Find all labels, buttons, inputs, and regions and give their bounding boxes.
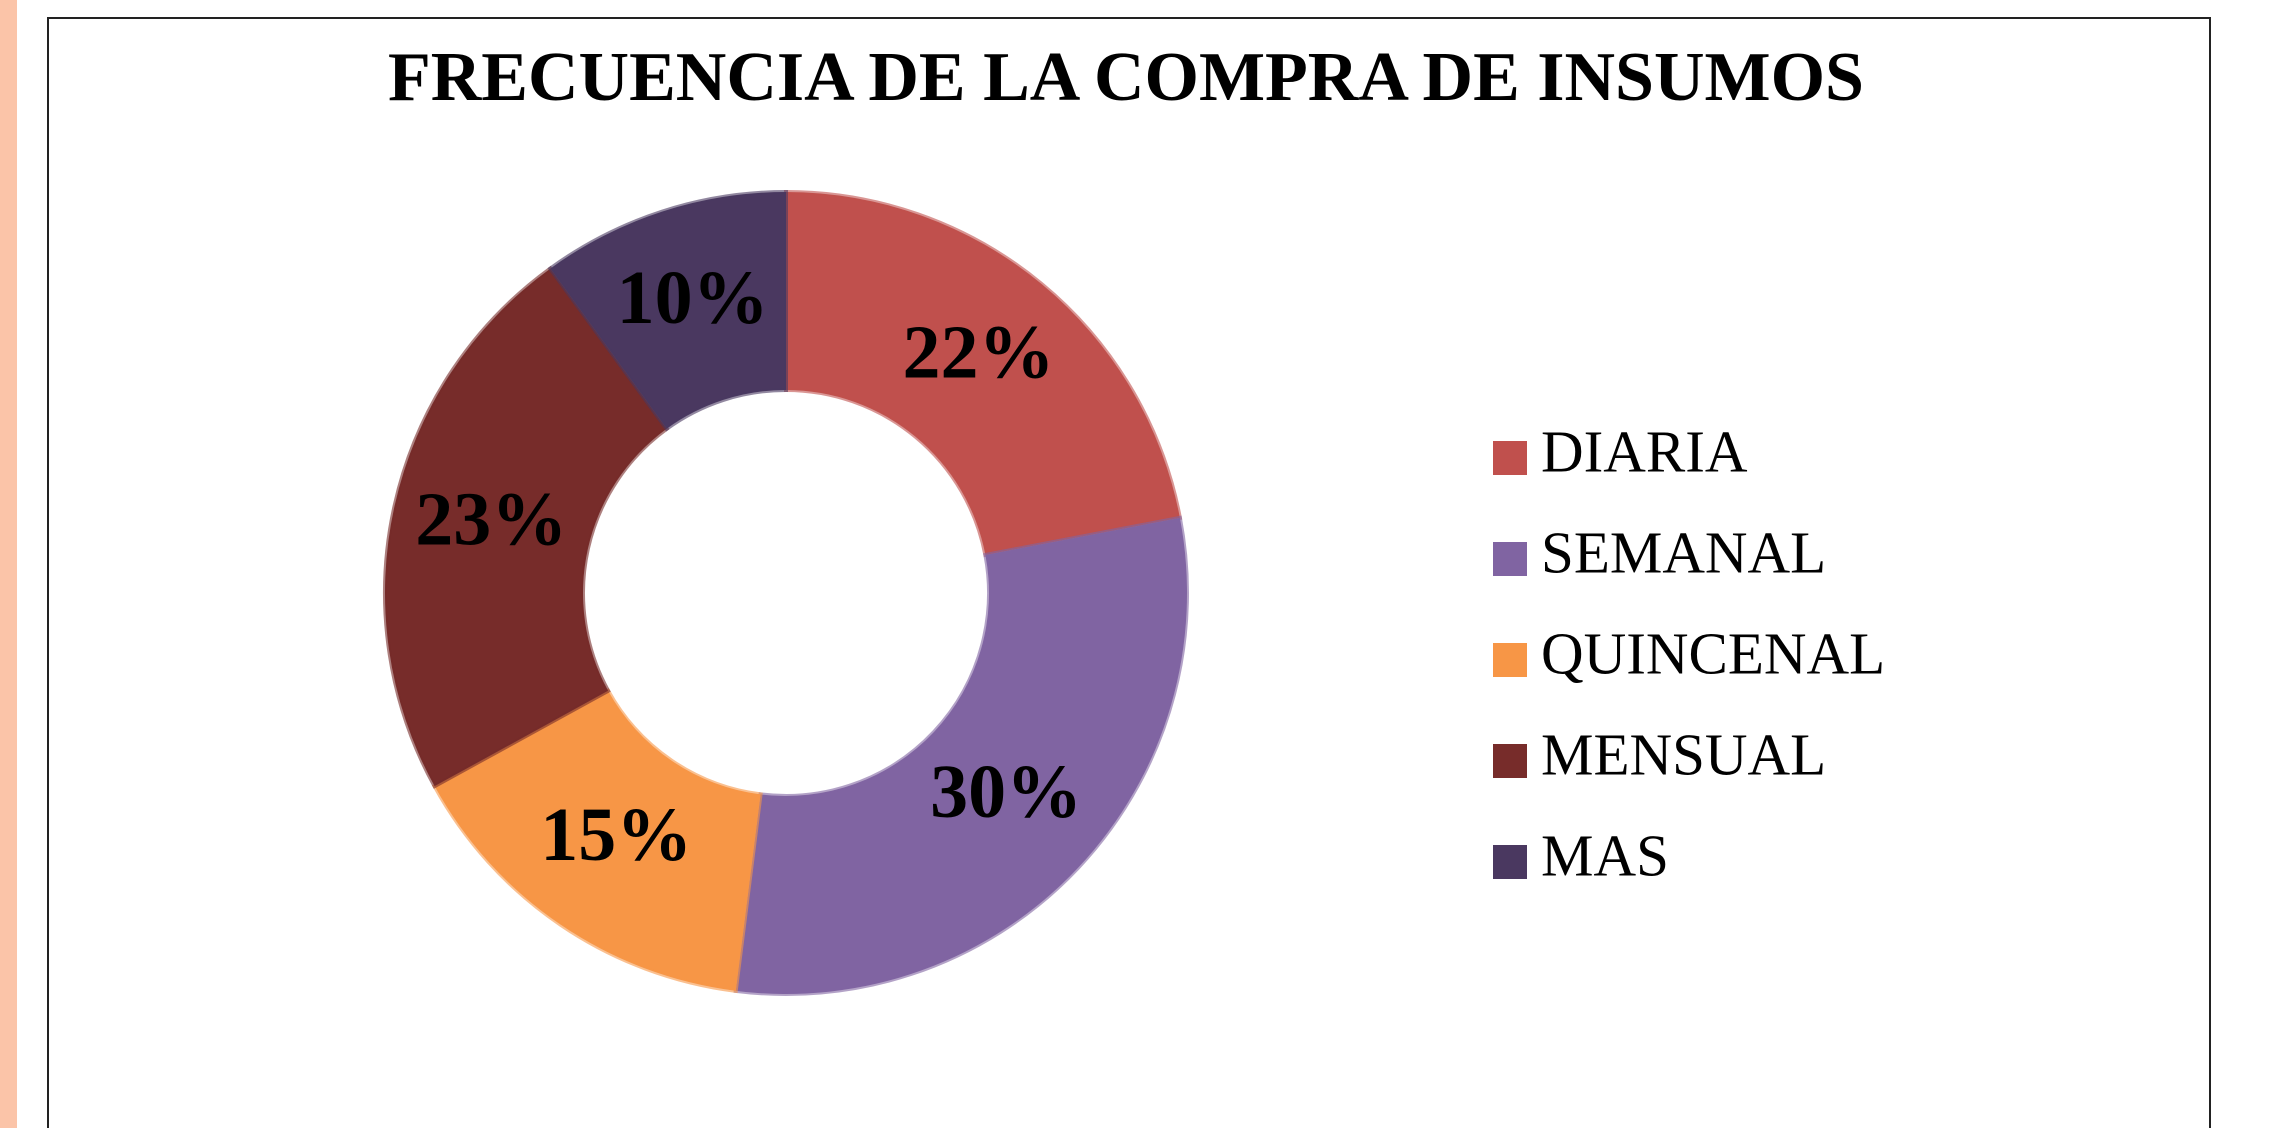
data-label: 22%	[903, 311, 1055, 395]
donut-segment	[784, 189, 1183, 558]
legend-label: SEMANAL	[1541, 520, 1826, 586]
donut-segment	[733, 515, 1189, 996]
legend-swatch	[1493, 441, 1527, 475]
legend-swatch	[1493, 643, 1527, 677]
donut-segment	[547, 189, 788, 432]
legend-label: MAS	[1541, 823, 1669, 889]
legend-label: MENSUAL	[1541, 722, 1826, 788]
legend-swatch	[1493, 845, 1527, 879]
legend-swatch	[1493, 542, 1527, 576]
legend-label: QUINCENAL	[1541, 621, 1885, 687]
data-label: 30%	[930, 750, 1082, 834]
donut-segment	[383, 265, 670, 789]
data-label: 15%	[540, 793, 692, 877]
chart-title: FRECUENCIA DE LA COMPRA DE INSUMOS	[388, 39, 1864, 116]
legend-swatch	[1493, 744, 1527, 778]
data-label: 23%	[415, 478, 567, 562]
legend-label: DIARIA	[1541, 419, 1748, 485]
side-strip	[0, 0, 17, 1128]
data-label: 10%	[617, 256, 769, 340]
donut-segment	[431, 688, 763, 994]
